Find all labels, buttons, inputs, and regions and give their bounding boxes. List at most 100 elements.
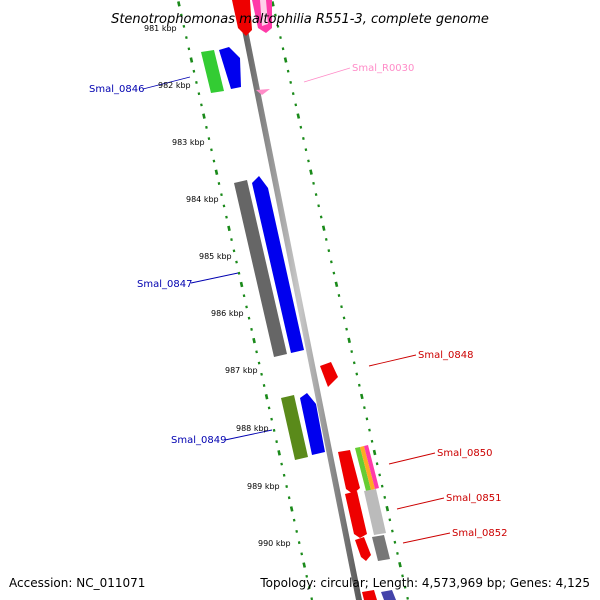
major-tick	[202, 113, 206, 119]
minor-tick	[262, 384, 266, 387]
major-tick	[239, 281, 244, 288]
minor-tick	[255, 350, 258, 354]
tick-label: 986 kbp	[211, 309, 244, 318]
gene-label-smal-0850: Smal_0850	[437, 448, 492, 459]
minor-tick	[282, 473, 286, 477]
major-tick	[360, 393, 364, 400]
minor-tick	[272, 428, 276, 432]
tick-label: 987 kbp	[225, 366, 258, 375]
gene-red-b	[345, 491, 367, 538]
major-tick	[283, 57, 288, 63]
gene-smal-0851	[364, 489, 386, 535]
minor-tick	[357, 383, 361, 387]
leader-smal-0847	[190, 272, 239, 284]
leader-smal-r0030	[303, 67, 351, 83]
tick-labels: 981 kbp 982 kbp 983 kbp 984 kbp 985 kbp …	[144, 24, 291, 548]
minor-tick	[370, 439, 374, 443]
gene-red-c	[355, 537, 371, 561]
gene-labels: Smal_0846 Smal_R0030 Smal_0847 Smal_0848…	[89, 63, 507, 539]
gene-smal-0852	[372, 535, 390, 561]
major-tick	[296, 113, 301, 119]
tick-label: 982 kbp	[158, 81, 191, 90]
minor-tick	[365, 417, 369, 421]
gene-smal-0846-green	[201, 50, 224, 93]
genome-backbone	[236, 0, 362, 600]
minor-tick	[210, 148, 213, 152]
major-tick	[347, 337, 351, 344]
minor-tick	[235, 260, 238, 264]
minor-tick	[299, 125, 303, 129]
minor-tick	[230, 238, 233, 242]
minor-tick	[350, 350, 354, 354]
major-tick	[252, 337, 256, 344]
minor-tick	[279, 36, 282, 40]
minor-tick	[324, 237, 328, 241]
major-tick	[372, 449, 377, 456]
minor-tick	[207, 137, 211, 141]
major-tick	[302, 562, 307, 568]
minor-tick	[378, 473, 382, 477]
minor-tick	[242, 294, 246, 298]
leader-smal-0850	[388, 452, 436, 465]
minor-tick	[197, 92, 201, 96]
minor-tick	[257, 361, 261, 365]
minor-tick	[289, 80, 293, 84]
gene-label-smal-r0030: Smal_R0030	[352, 63, 414, 74]
minor-tick	[182, 24, 186, 28]
minor-tick	[212, 159, 216, 163]
minor-tick	[332, 271, 336, 275]
gene-smal-0850-stripes-orange	[360, 446, 375, 490]
minor-tick	[302, 137, 305, 140]
tick-label: 990 kbp	[258, 539, 291, 548]
minor-tick	[275, 440, 278, 444]
minor-tick	[337, 294, 341, 297]
tick-tracks	[177, 1, 409, 600]
gene-label-smal-0851: Smal_0851	[446, 493, 501, 504]
minor-tick	[294, 103, 298, 107]
label-leaders	[142, 67, 451, 544]
minor-tick	[391, 529, 394, 533]
major-tick	[398, 561, 402, 568]
minor-tick	[270, 417, 273, 421]
minor-tick	[280, 462, 283, 466]
minor-tick	[237, 271, 241, 275]
major-tick	[385, 505, 390, 512]
minor-tick	[383, 495, 387, 499]
gene-smal-0848	[320, 362, 338, 387]
minor-tick	[220, 193, 223, 197]
minor-tick	[291, 92, 295, 96]
gene-smal-r0030	[256, 89, 270, 95]
minor-tick	[192, 69, 196, 73]
minor-tick	[285, 485, 289, 488]
minor-tick	[305, 574, 309, 578]
minor-tick	[403, 585, 407, 589]
gene-bottom-blue	[381, 590, 396, 600]
minor-tick	[274, 13, 277, 17]
gene-smal-0850-stripes-pink	[364, 445, 379, 489]
minor-tick	[406, 596, 409, 600]
leader-smal-0851	[396, 497, 445, 510]
minor-tick	[185, 36, 188, 40]
tick-label: 985 kbp	[199, 252, 232, 261]
leader-smal-0849	[224, 429, 273, 441]
minor-tick	[314, 193, 318, 197]
minor-tick	[363, 406, 366, 410]
minor-tick	[267, 406, 271, 410]
gene-smal-0847-blue	[252, 176, 304, 353]
minor-tick	[200, 103, 203, 107]
minor-tick	[250, 327, 253, 331]
minor-tick	[368, 428, 371, 432]
minor-tick	[380, 484, 384, 488]
minor-tick	[187, 47, 191, 51]
minor-tick	[345, 327, 348, 331]
tick-label: 989 kbp	[247, 482, 280, 491]
minor-tick	[352, 361, 356, 365]
minor-tick	[327, 249, 331, 253]
minor-tick	[393, 540, 397, 544]
gene-smal-0850-stripes-green	[355, 447, 371, 491]
minor-tick	[388, 518, 392, 522]
minor-tick	[401, 574, 404, 578]
major-tick	[289, 506, 294, 512]
gene-label-smal-0847: Smal_0847	[137, 279, 192, 290]
minor-tick	[355, 372, 359, 376]
